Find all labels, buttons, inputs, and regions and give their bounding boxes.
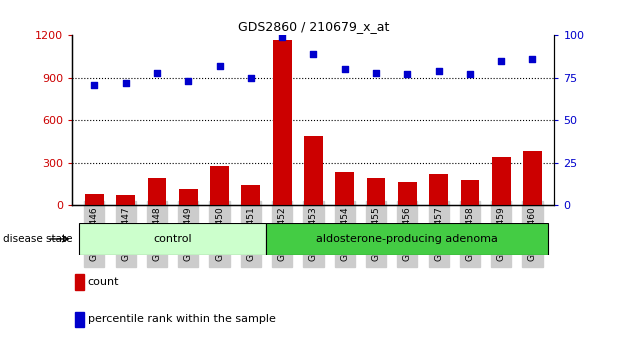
Bar xyxy=(75,312,84,327)
Title: GDS2860 / 210679_x_at: GDS2860 / 210679_x_at xyxy=(238,20,389,33)
Text: disease state: disease state xyxy=(3,234,72,244)
Point xyxy=(183,79,193,84)
Bar xyxy=(523,151,542,205)
Bar xyxy=(429,174,448,205)
Bar xyxy=(117,195,135,205)
Point xyxy=(277,34,287,40)
Point xyxy=(152,70,162,76)
Point xyxy=(371,70,381,76)
Bar xyxy=(266,223,548,255)
Point xyxy=(403,72,413,77)
Bar xyxy=(85,194,104,205)
Bar xyxy=(147,178,166,205)
Bar xyxy=(75,274,84,290)
Bar xyxy=(210,166,229,205)
Bar xyxy=(241,185,260,205)
Point xyxy=(465,72,475,77)
Point xyxy=(214,63,224,69)
Point xyxy=(340,67,350,72)
Point xyxy=(246,75,256,81)
Bar xyxy=(335,172,354,205)
Text: count: count xyxy=(88,277,119,287)
Text: control: control xyxy=(153,234,192,244)
Text: percentile rank within the sample: percentile rank within the sample xyxy=(88,314,276,325)
Point xyxy=(496,58,507,64)
Point xyxy=(527,56,537,62)
Point xyxy=(120,80,130,86)
Bar xyxy=(79,223,266,255)
Bar xyxy=(179,189,198,205)
Text: aldosterone-producing adenoma: aldosterone-producing adenoma xyxy=(316,234,498,244)
Bar xyxy=(367,178,386,205)
Point xyxy=(433,68,444,74)
Bar xyxy=(492,157,510,205)
Bar xyxy=(461,180,479,205)
Bar xyxy=(273,40,292,205)
Point xyxy=(89,82,100,87)
Point xyxy=(309,51,318,57)
Bar xyxy=(304,136,323,205)
Bar xyxy=(398,182,416,205)
